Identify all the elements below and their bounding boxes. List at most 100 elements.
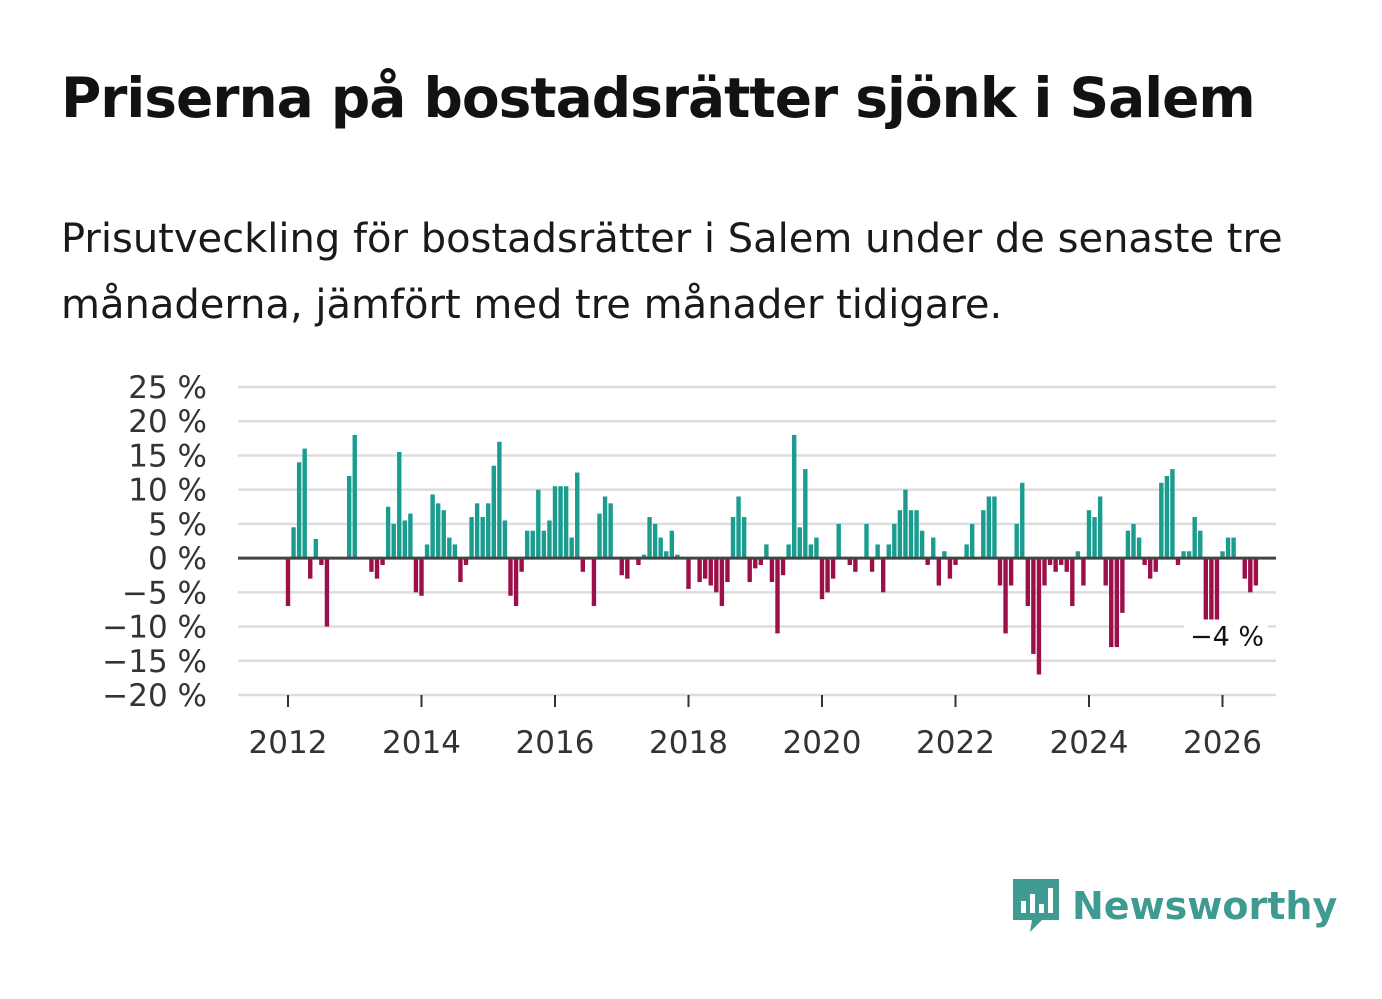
bar [636, 558, 641, 565]
bar [658, 537, 663, 559]
bar [1042, 558, 1047, 586]
bar [480, 517, 485, 559]
bar [1142, 558, 1147, 565]
brand-name: Newsworthy [1072, 884, 1338, 928]
bar [925, 558, 930, 565]
price-change-bar-chart: 25 %20 %15 %10 %5 %0 %−5 %−10 %−15 %−20 … [102, 370, 1276, 761]
bar [897, 510, 903, 559]
bar [1248, 558, 1253, 593]
bar [814, 537, 819, 559]
bar [1136, 537, 1142, 559]
bar [769, 558, 775, 583]
bar [675, 554, 680, 559]
bar [308, 558, 313, 579]
bar [947, 558, 953, 579]
bar [819, 558, 825, 600]
bar [1186, 551, 1192, 559]
bar [697, 558, 702, 583]
bar [702, 558, 708, 579]
bar [1164, 475, 1170, 559]
page-title: Priserna på bostadsrätter sjönk i Salem [61, 66, 1256, 130]
bar [1097, 496, 1103, 559]
bar [1031, 558, 1036, 654]
bar [547, 520, 552, 559]
bar [1114, 558, 1120, 648]
bar [296, 462, 302, 559]
bar [1025, 558, 1031, 607]
bar [1131, 523, 1136, 559]
bar [647, 517, 652, 559]
bar [908, 510, 914, 559]
bar [969, 523, 975, 559]
bar [1198, 530, 1203, 559]
last-value-label: −4 % [1190, 621, 1264, 652]
y-axis-tick-labels: 25 %20 %15 %10 %5 %0 %−5 %−10 %−15 %−20 … [102, 370, 207, 714]
x-tick-label: 2016 [516, 725, 595, 761]
bar [864, 523, 869, 559]
bar [797, 527, 802, 559]
bar [508, 558, 513, 596]
bar [791, 434, 797, 559]
bar [1109, 558, 1114, 648]
x-axis-ticks: 2012 2014 2016 2018 2020 2022 2024 2026 [249, 695, 1262, 761]
bar [786, 544, 791, 559]
bar [1125, 530, 1131, 559]
bar [385, 506, 391, 559]
bar [869, 558, 875, 572]
bar [764, 544, 769, 559]
bar [736, 496, 741, 559]
bar [992, 496, 997, 559]
bar [875, 544, 880, 559]
bar [413, 558, 419, 593]
bar [775, 558, 780, 634]
bar [1192, 517, 1197, 559]
bar [369, 558, 374, 572]
bar [469, 517, 474, 559]
bar [575, 472, 580, 559]
bar [1103, 558, 1108, 586]
bar [903, 489, 908, 559]
bar [380, 558, 385, 565]
bar [803, 469, 808, 559]
bar [741, 517, 747, 559]
bar [1092, 517, 1097, 559]
bar [847, 558, 853, 565]
bar [1120, 558, 1125, 613]
bar [758, 558, 764, 565]
bar [719, 558, 725, 607]
page-subtitle: Prisutveckling för bostadsrätter i Salem… [61, 216, 1283, 328]
bar [319, 558, 324, 565]
bar [853, 558, 858, 572]
brand-logo: Newsworthy [1010, 876, 1337, 936]
y-tick-label: 10 % [128, 473, 207, 509]
y-tick-label: 0 % [148, 541, 207, 577]
bar [753, 558, 758, 569]
x-tick-label: 2012 [249, 725, 328, 761]
bar [430, 494, 435, 559]
bar [953, 558, 958, 565]
bar [591, 558, 597, 607]
bar [830, 558, 836, 579]
bar [1153, 558, 1158, 572]
bar [747, 558, 752, 583]
x-tick-label: 2014 [382, 725, 461, 761]
bar [836, 523, 841, 559]
bar [780, 558, 786, 576]
bar [1003, 558, 1008, 634]
bar [408, 513, 413, 559]
bar [474, 503, 480, 559]
bar [1209, 558, 1214, 620]
bar [458, 558, 463, 583]
bar [1242, 558, 1247, 579]
bar [580, 558, 586, 572]
bar [352, 434, 357, 559]
bar [397, 452, 402, 559]
bar [1075, 551, 1081, 559]
bar [914, 510, 919, 559]
bar [664, 551, 669, 559]
bar [391, 523, 396, 559]
y-tick-label: 15 % [128, 438, 207, 474]
bar [1020, 482, 1025, 559]
bar [1181, 551, 1186, 559]
bar [1053, 558, 1058, 572]
